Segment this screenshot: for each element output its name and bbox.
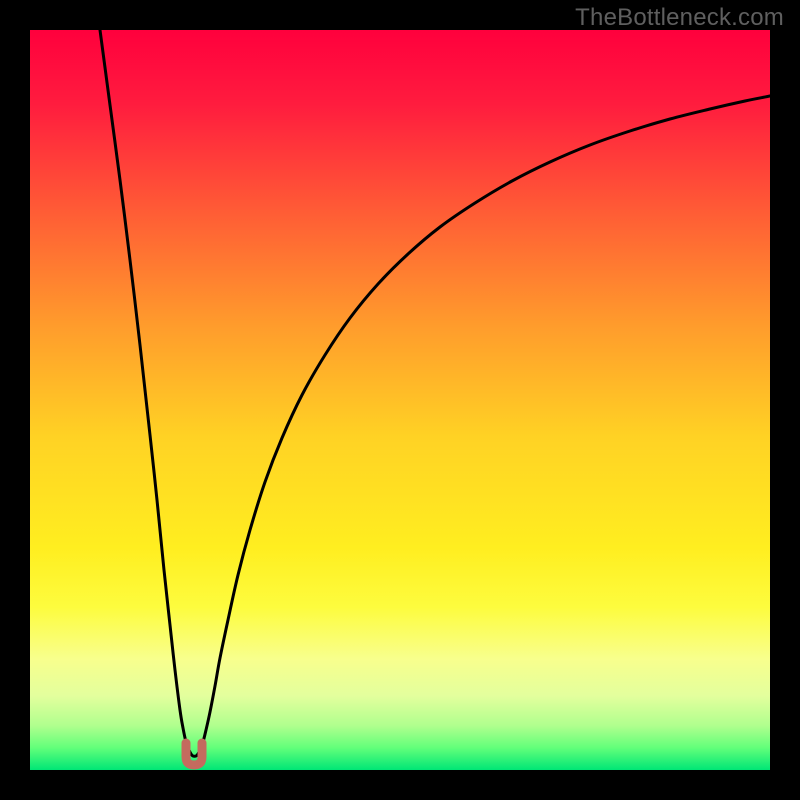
chart-frame: TheBottleneck.com xyxy=(0,0,800,800)
curve-layer xyxy=(30,30,770,770)
bottleneck-curve xyxy=(100,30,770,756)
watermark-text: TheBottleneck.com xyxy=(575,4,784,32)
plot-area xyxy=(30,30,770,770)
bottom-u-marker xyxy=(186,743,202,765)
